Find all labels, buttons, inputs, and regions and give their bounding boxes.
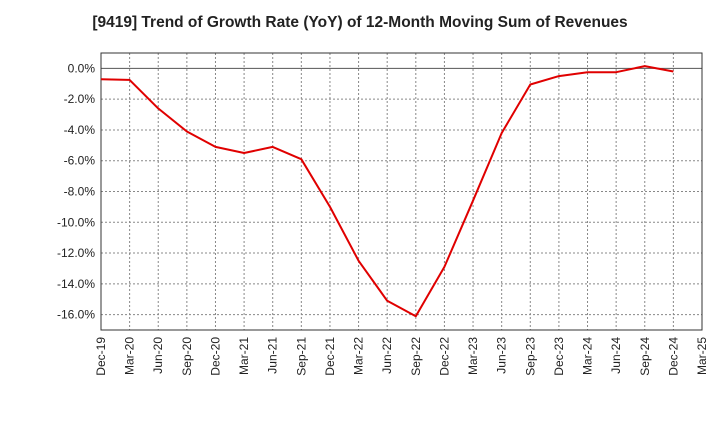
x-tick-label: Mar-24: [581, 337, 595, 375]
x-tick-label: Jun-23: [495, 337, 509, 374]
y-tick-label: -16.0%: [57, 308, 95, 322]
y-tick-label: -14.0%: [57, 277, 95, 291]
x-tick-label: Dec-23: [552, 337, 566, 376]
series-layer: [100, 65, 674, 318]
y-tick-label: 0.0%: [68, 61, 96, 75]
x-tick-label: Dec-20: [208, 337, 222, 376]
x-tick-label: Mar-25: [695, 337, 709, 375]
x-tick-label: Dec-24: [666, 337, 680, 376]
x-tick-label: Mar-21: [237, 337, 251, 375]
x-tick-label: Dec-21: [323, 337, 337, 376]
x-tick-label: Mar-23: [466, 337, 480, 375]
plot-border: [100, 52, 703, 331]
chart-title: [9419] Trend of Growth Rate (YoY) of 12-…: [92, 14, 628, 31]
x-tick-label: Jun-24: [609, 337, 623, 374]
y-tick-label: -8.0%: [64, 185, 96, 199]
gridlines: [101, 53, 702, 330]
y-tick-label: -10.0%: [57, 215, 95, 229]
x-tick-label: Mar-20: [123, 337, 137, 375]
y-tick-label: -4.0%: [64, 123, 96, 137]
series-line: [100, 65, 674, 318]
x-tick-label: Dec-22: [437, 337, 451, 376]
y-axis-ticks: 0.0% -2.0% -4.0% -6.0% -8.0% -10.0% -12.0% -14.…: [57, 61, 95, 321]
x-tick-label: Jun-21: [266, 337, 280, 374]
x-tick-label: Sep-21: [294, 337, 308, 376]
x-tick-label: Dec-19: [94, 337, 108, 376]
y-tick-label: -12.0%: [57, 246, 95, 260]
x-tick-label: Jun-20: [151, 337, 165, 374]
x-tick-label: Sep-23: [523, 337, 537, 376]
x-tick-label: Sep-22: [409, 337, 423, 376]
plot-frame: [100, 52, 703, 331]
x-axis-ticks: Dec-19 Mar-20 Jun-20 Sep-20 Dec-20 Mar-21 Jun-…: [94, 337, 709, 376]
x-tick-label: Jun-22: [380, 337, 394, 374]
x-tick-label: Mar-22: [352, 337, 366, 375]
y-tick-label: -6.0%: [64, 154, 96, 168]
y-tick-label: -2.0%: [64, 92, 96, 106]
x-tick-label: Sep-20: [180, 337, 194, 376]
x-tick-label: Sep-24: [638, 337, 652, 376]
